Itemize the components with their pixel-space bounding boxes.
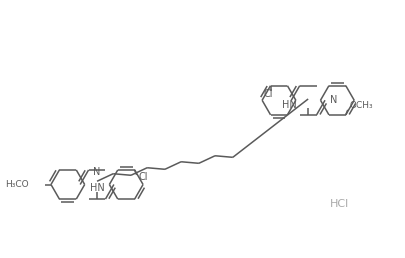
Text: N: N bbox=[93, 167, 100, 177]
Text: H₃CO: H₃CO bbox=[6, 180, 29, 189]
Text: Cl: Cl bbox=[263, 88, 273, 99]
Text: HN: HN bbox=[90, 183, 104, 193]
Text: N: N bbox=[329, 95, 337, 105]
Text: HN: HN bbox=[281, 100, 296, 110]
Text: OCH₃: OCH₃ bbox=[349, 101, 373, 110]
Text: Cl: Cl bbox=[138, 172, 148, 182]
Text: HCl: HCl bbox=[329, 199, 349, 209]
